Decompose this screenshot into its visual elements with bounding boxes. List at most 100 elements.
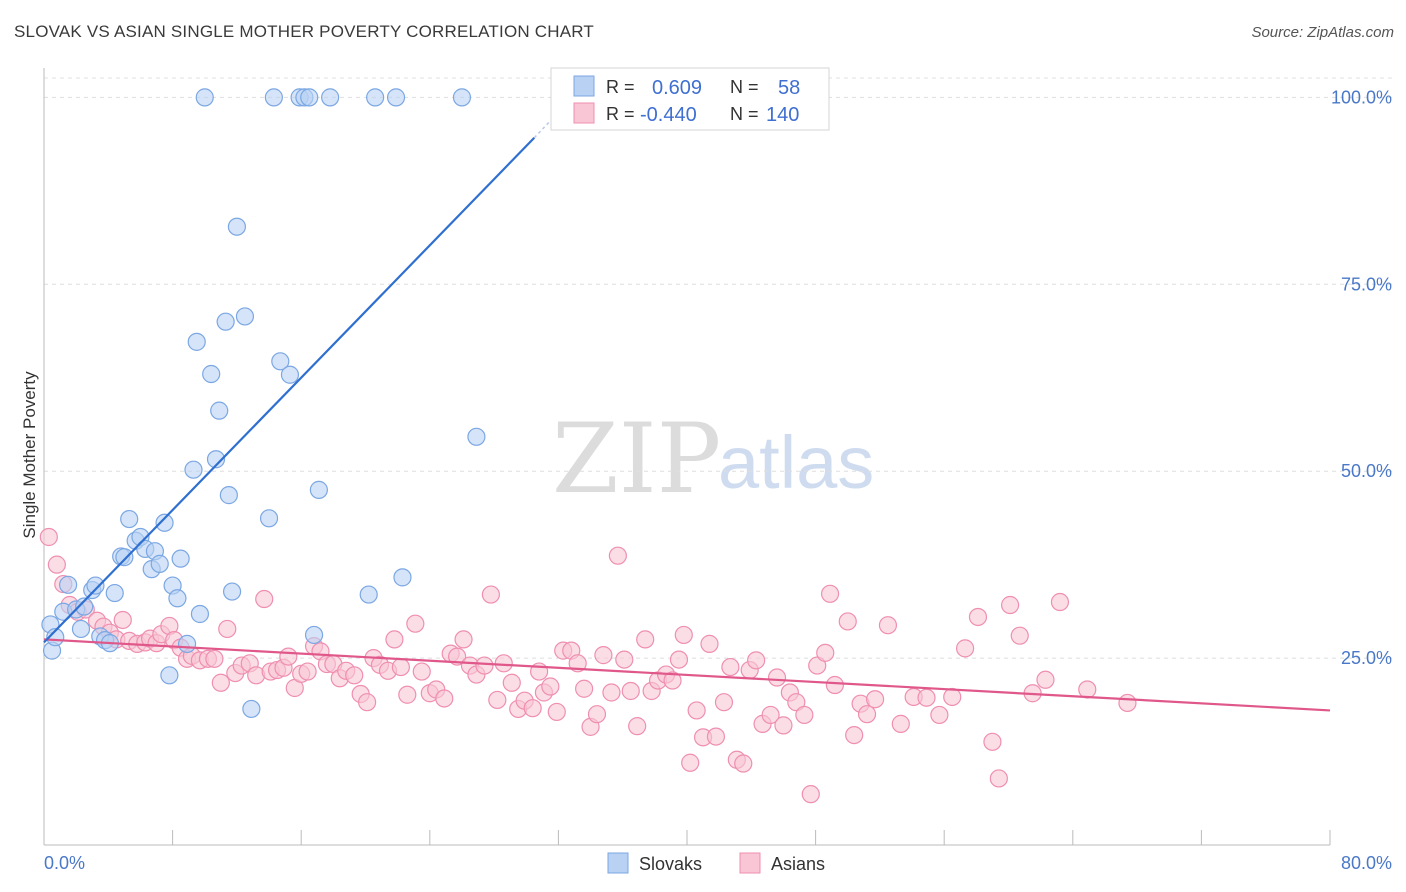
asian-point [801,785,820,804]
asian-point [615,650,634,669]
asian-point [747,651,766,670]
asian-point [700,634,719,653]
asian-point [1118,693,1137,713]
asian-point [358,693,377,712]
trendlines [43,111,1331,712]
y-tick-labels: 25.0% 50.0% 75.0% 100.0% [1331,87,1392,668]
asian-point [706,727,726,746]
slovak-point [190,604,210,624]
slovak-point [216,312,235,331]
slovak-point [46,628,65,647]
asian-point [917,688,936,707]
legend-swatch-asians [573,102,595,124]
asian-point [681,753,700,772]
slovak-point [86,576,105,595]
asian-points [39,527,1137,804]
asian-point [475,656,494,675]
asian-point [435,689,454,708]
asian-point [795,705,814,725]
asian-point [391,657,410,677]
slovak-point [202,364,221,384]
slovak-point [105,583,124,603]
slovak-point [227,217,246,236]
slovak-point [160,666,179,685]
slovak-point [171,549,190,568]
asian-point [523,699,542,718]
asian-point [767,668,787,687]
asian-point [385,630,404,649]
legend-r-label-1: R = [606,77,635,97]
slovak-point [304,625,324,645]
asian-point [541,677,560,696]
slovak-point [155,513,174,532]
legend-stats: R = 0.609 N = 58 R = -0.440 N = 140 [550,67,830,131]
asian-point [345,666,364,685]
slovak-point [206,450,226,469]
asian-point [1036,670,1055,689]
asian-point [865,690,885,709]
watermark-zip: ZIP [552,403,721,515]
asian-point [955,639,975,658]
slovak-point [222,582,242,601]
asian-point [406,614,425,633]
slovak-point [300,88,319,107]
asian-point [602,683,621,702]
slovak-point [359,585,378,604]
legend-swatch-slovaks [573,75,595,97]
slovak-point [71,619,91,639]
asian-point [825,675,844,695]
gridlines [44,77,1392,659]
asian-point [502,673,521,692]
asian-point [1001,595,1020,615]
slovak-point [321,88,340,107]
asian-point [494,654,513,673]
asian-point [983,732,1002,751]
slovak-point [187,332,206,351]
legend-n-value-2: 140 [766,104,799,126]
slovak-point [75,597,94,616]
asian-point [943,687,962,707]
trendline-asians [43,638,1331,712]
asian-point [636,630,655,649]
asian-point [989,769,1008,788]
asian-point [279,647,298,666]
x-tick-label-max: 80.0% [1341,853,1392,873]
slovak-point [280,365,300,384]
x-tick-label-min: 0.0% [44,853,85,873]
x-ticks [43,830,1331,845]
asian-point [39,527,58,547]
asian-point [298,662,317,681]
slovak-point [195,88,214,107]
asian-point [448,647,467,666]
legend-bottom-label-asians: Asians [771,854,825,874]
asian-point [454,630,473,649]
trendline-slovaks [43,136,536,644]
asian-point [930,705,949,725]
asian-point [1010,626,1029,645]
asian-point [621,681,640,701]
legend-r-label-2: R = [606,104,635,124]
slovak-point [467,427,486,446]
asian-point [628,717,647,736]
slovak-point [264,88,283,107]
slovak-point [259,509,279,528]
asian-point [857,705,877,724]
legend-series: Slovaks Asians [607,852,825,874]
y-tick-label: 50.0% [1341,461,1392,481]
asian-point [721,657,740,677]
y-tick-label: 25.0% [1341,648,1392,668]
asian-point [838,612,857,631]
slovak-point [235,307,255,326]
slovak-point [271,352,290,371]
slovak-point [210,401,229,420]
slovak-point [366,88,385,107]
asian-point [734,754,753,773]
asian-point [669,650,689,669]
asian-point [47,555,66,574]
slovak-point [386,88,406,107]
asian-point [968,607,988,627]
asian-point [587,705,607,724]
asian-point [608,546,627,565]
asian-point [1078,680,1097,699]
watermark: ZIP atlas [552,403,874,515]
